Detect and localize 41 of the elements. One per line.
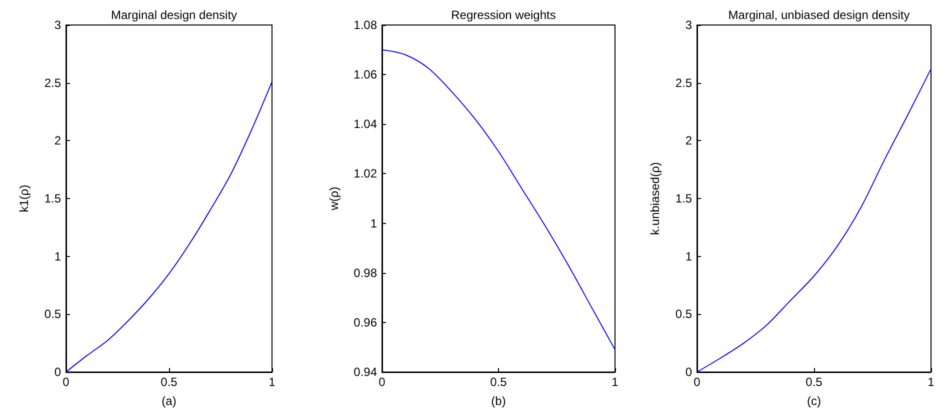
x-axis-title: (b) xyxy=(491,394,506,408)
y-tick-label: 2.5 xyxy=(44,76,62,90)
y-tick-label: 0.96 xyxy=(354,315,378,330)
y-tick-label: 1 xyxy=(685,249,692,264)
y-tick-label: 0.98 xyxy=(354,266,378,280)
y-tick-label: 2.5 xyxy=(675,76,692,90)
x-tick-label: 0 xyxy=(62,375,70,389)
y-tick-label: 3 xyxy=(685,18,692,32)
chart-title: Marginal design density xyxy=(110,8,238,22)
y-tick-label: 0.5 xyxy=(675,307,692,322)
chart-title: Marginal, unbiased design density xyxy=(728,8,910,22)
y-tick-label: 1.08 xyxy=(354,18,378,32)
y-tick-label: 0 xyxy=(54,365,62,379)
x-tick-label: 1 xyxy=(928,375,935,389)
y-axis-title: k1(ρ) xyxy=(17,184,31,212)
chart-title: Regression weights xyxy=(451,8,556,22)
y-axis-title: w(ρ) xyxy=(327,186,341,212)
y-tick-label: 1 xyxy=(370,216,378,230)
y-tick-label: 1.02 xyxy=(354,166,378,181)
y-tick-label: 2 xyxy=(54,134,62,148)
x-axis-title: (a) xyxy=(162,394,176,408)
y-tick-label: 1.5 xyxy=(675,192,692,206)
x-tick-label: 0 xyxy=(694,375,701,389)
x-tick-label: 0.5 xyxy=(490,375,508,389)
x-tick-label: 0 xyxy=(378,375,386,389)
y-tick-label: 0.94 xyxy=(354,365,378,379)
x-tick-label: 0.5 xyxy=(160,375,178,389)
line-series xyxy=(382,49,616,350)
y-tick-label: 0 xyxy=(685,365,692,379)
x-tick-label: 1 xyxy=(268,375,276,389)
y-tick-label: 2 xyxy=(685,134,692,148)
y-tick-label: 1.06 xyxy=(354,68,378,82)
y-tick-label: 0.5 xyxy=(44,307,62,322)
y-axis-title: k.unbiased(ρ) xyxy=(648,162,662,235)
x-tick-label: 0.5 xyxy=(806,375,823,389)
y-tick-label: 1 xyxy=(54,249,62,264)
x-tick-label: 1 xyxy=(612,375,619,389)
y-tick-label: 3 xyxy=(54,18,62,32)
y-tick-label: 1.04 xyxy=(354,117,378,132)
x-axis-title: (c) xyxy=(807,394,821,408)
y-tick-label: 1.5 xyxy=(44,192,62,206)
